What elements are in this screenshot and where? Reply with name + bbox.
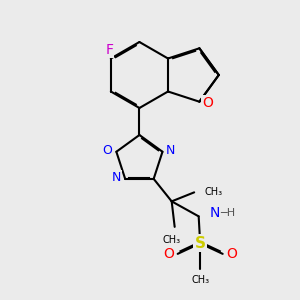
- Text: O: O: [163, 247, 174, 261]
- Text: F: F: [105, 43, 113, 57]
- Text: CH₃: CH₃: [191, 275, 209, 285]
- Text: N: N: [166, 144, 176, 157]
- Text: S: S: [195, 236, 206, 251]
- Text: ─H: ─H: [220, 208, 236, 218]
- Text: CH₃: CH₃: [163, 235, 181, 245]
- Text: N: N: [209, 206, 220, 220]
- Text: CH₃: CH₃: [205, 188, 223, 197]
- Text: N: N: [112, 171, 122, 184]
- Text: O: O: [102, 144, 112, 157]
- Text: O: O: [226, 247, 237, 261]
- Text: O: O: [202, 96, 213, 110]
